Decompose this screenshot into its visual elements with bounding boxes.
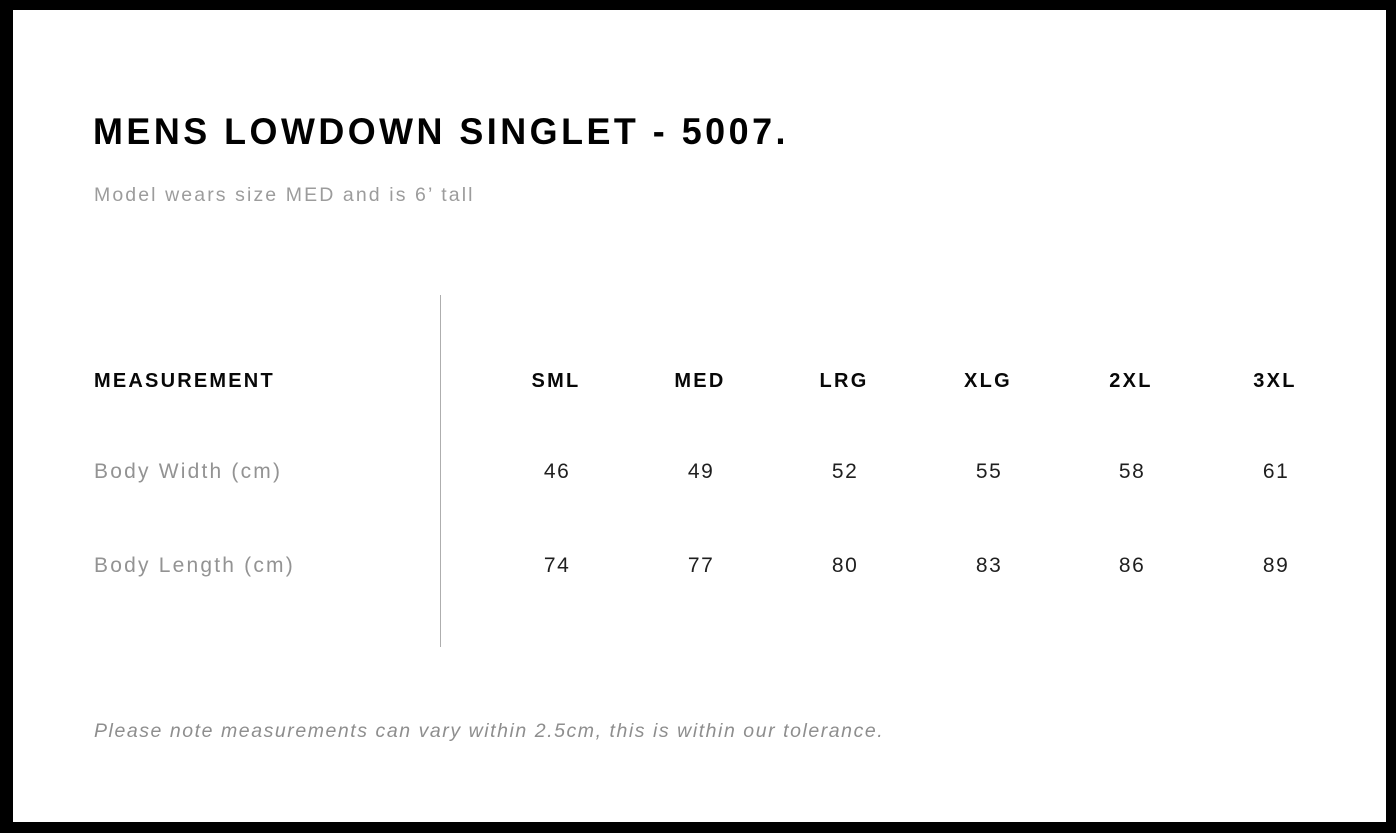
size-chart-table: MEASUREMENT SML MED LRG XLG 2XL 3XL Body… bbox=[13, 10, 1386, 822]
row-label-body-width: Body Width (cm) bbox=[94, 460, 283, 483]
cell-body-length-2xl: 86 bbox=[1118, 554, 1146, 577]
column-header-xlg: XLG bbox=[963, 370, 1012, 392]
cell-body-length-med: 77 bbox=[687, 554, 715, 577]
row-label-body-length: Body Length (cm) bbox=[94, 554, 295, 577]
page-title: MENS LOWDOWN SINGLET - 5007. bbox=[93, 111, 789, 152]
table-header-row: MEASUREMENT SML MED LRG XLG 2XL 3XL bbox=[13, 361, 1386, 401]
column-header-measurement: MEASUREMENT bbox=[94, 370, 275, 392]
model-fit-note: Model wears size MED and is 6’ tall bbox=[94, 184, 475, 206]
column-header-lrg: LRG bbox=[819, 370, 869, 392]
cell-body-width-xlg: 55 bbox=[975, 460, 1003, 483]
column-header-2xl: 2XL bbox=[1109, 370, 1153, 392]
cell-body-length-xlg: 83 bbox=[975, 554, 1003, 577]
cell-body-length-lrg: 80 bbox=[831, 554, 859, 577]
cell-body-width-3xl: 61 bbox=[1262, 460, 1290, 483]
cell-body-width-2xl: 58 bbox=[1118, 460, 1146, 483]
table-row: Body Length (cm) 74 77 80 83 86 89 bbox=[13, 546, 1386, 586]
table-column-divider bbox=[440, 295, 441, 647]
table-row: Body Width (cm) 46 49 52 55 58 61 bbox=[13, 452, 1386, 492]
cell-body-width-sml: 46 bbox=[543, 460, 571, 483]
cell-body-width-lrg: 52 bbox=[831, 460, 859, 483]
cell-body-length-3xl: 89 bbox=[1262, 554, 1290, 577]
size-chart-card: MENS LOWDOWN SINGLET - 5007. Model wears… bbox=[13, 10, 1386, 822]
column-header-3xl: 3XL bbox=[1253, 370, 1297, 392]
cell-body-length-sml: 74 bbox=[543, 554, 571, 577]
column-header-med: MED bbox=[674, 370, 726, 392]
tolerance-note: Please note measurements can vary within… bbox=[94, 720, 885, 742]
cell-body-width-med: 49 bbox=[687, 460, 715, 483]
column-header-sml: SML bbox=[531, 370, 581, 392]
